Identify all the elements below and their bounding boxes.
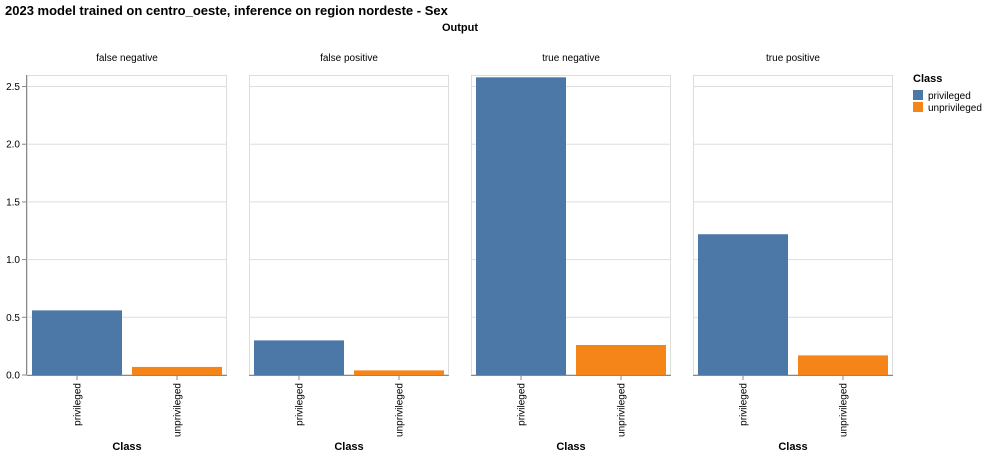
panel-frame [693,75,893,375]
panel-frame [27,75,227,375]
facet-true-negative: true negative privileged unprivileged Class [471,53,671,453]
legend-swatch-unprivileged [913,102,923,112]
x-axis-title: Class [334,441,363,453]
bar-unprivileged [132,366,222,375]
legend-swatch-privileged [913,90,923,100]
chart-title: 2023 model trained on centro_oeste, infe… [5,3,449,18]
bar-privileged [32,310,122,375]
y-tick-label: 0.0 [6,371,20,382]
facet-label: false negative [96,53,158,64]
x-tick-label: unprivileged [395,383,406,437]
y-tick-label: 2.5 [6,82,20,93]
facet-false-positive: false positive privileged unprivileged Clas… [249,53,449,453]
facet-label: true negative [542,53,600,64]
facet-panels: false negative 0.0 0.5 1.0 1.5 2.0 2.5 privileg… [6,53,893,453]
y-tick-label: 2.0 [6,140,20,151]
x-axis-title: Class [778,441,807,453]
x-tick-label: unprivileged [173,383,184,437]
x-tick-label: privileged [73,383,84,426]
x-axis-title: Class [556,441,585,453]
panel-frame [249,75,449,375]
legend-title: Class [913,73,942,85]
x-axis-title: Class [112,441,141,453]
legend-label: privileged [928,91,971,102]
facet-true-positive: true positive privileged unprivileged Class [693,53,893,453]
facet-label: true positive [766,53,820,64]
bar-privileged [698,234,788,375]
facet-false-negative: false negative 0.0 0.5 1.0 1.5 2.0 2.5 privileg… [6,53,227,453]
bar-unprivileged [798,355,888,375]
column-title: Output [442,22,478,34]
y-tick-label: 0.5 [6,313,20,324]
x-tick-label: privileged [295,383,306,426]
bar-unprivileged [576,345,666,375]
x-tick-label: privileged [517,383,528,426]
legend-label: unprivileged [928,103,982,114]
y-tick-label: 1.5 [6,197,20,208]
x-tick-label: unprivileged [839,383,850,437]
x-tick-label: unprivileged [617,383,628,437]
y-tick-label: 1.0 [6,255,20,266]
bar-unprivileged [354,370,444,375]
x-tick-label: privileged [739,383,750,426]
bar-privileged [254,340,344,375]
facet-label: false positive [320,53,378,64]
panel-frame [471,75,671,375]
bar-privileged [476,77,566,376]
